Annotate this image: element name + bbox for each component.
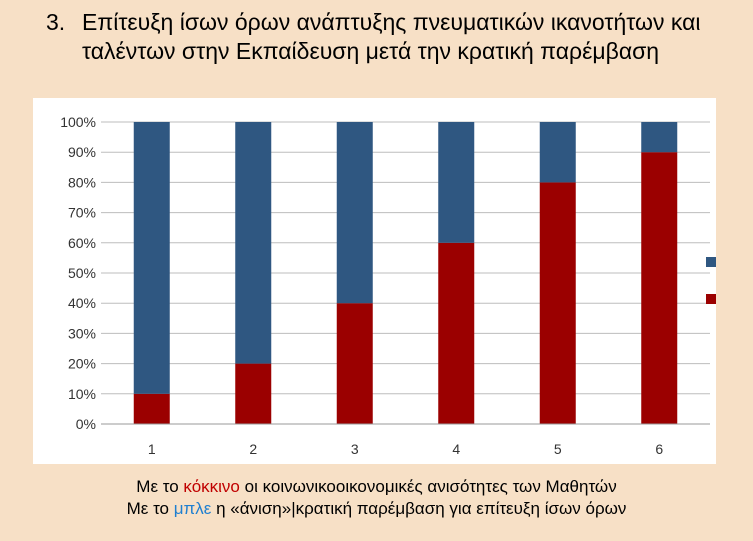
- y-tick-label: 80%: [68, 174, 96, 190]
- bar-segment-red: [438, 242, 475, 424]
- bar-segment-blue: [641, 122, 678, 153]
- bar-segment-blue: [133, 122, 170, 394]
- caption-line-1-suffix: οι κοινωνικοοικονομικές ανισότητες των Μ…: [239, 477, 617, 496]
- bar-segment-red: [336, 303, 373, 424]
- caption-keyword-blue: μπλε: [173, 499, 212, 518]
- bar-segment-red: [133, 393, 170, 424]
- title-number: 3.: [46, 9, 66, 35]
- bar-segment-blue: [539, 122, 576, 183]
- y-tick-label: 10%: [68, 386, 96, 402]
- caption-line-1: Με το κόκκινο οι κοινωνικοοικονομικές αν…: [0, 476, 753, 498]
- title-text: Επίτευξη ίσων όρων ανάπτυξης πνευματικών…: [82, 9, 701, 64]
- x-tick-label: 6: [655, 441, 663, 457]
- caption-line-2-suffix: η «άνιση»|κρατική παρέμβαση για επίτευξη…: [211, 499, 627, 518]
- bar-segment-blue: [235, 122, 272, 364]
- y-tick-label: 100%: [60, 114, 96, 130]
- bar-segment-blue: [438, 122, 475, 243]
- caption: Με το κόκκινο οι κοινωνικοοικονομικές αν…: [0, 476, 753, 520]
- y-tick-label: 0%: [76, 416, 96, 432]
- bar-segment-red: [235, 363, 272, 424]
- bar-segment-blue: [336, 122, 373, 304]
- bar-segment-red: [539, 182, 576, 424]
- y-tick-label: 30%: [68, 325, 96, 341]
- x-tick-label: 2: [249, 441, 257, 457]
- caption-line-2: Με το μπλε η «άνιση»|κρατική παρέμβαση γ…: [0, 498, 753, 520]
- x-tick-label: 4: [452, 441, 460, 457]
- x-tick-label: 1: [148, 441, 156, 457]
- y-tick-label: 40%: [68, 295, 96, 311]
- x-tick-label: 3: [351, 441, 359, 457]
- y-tick-label: 20%: [68, 356, 96, 372]
- y-tick-label: 50%: [68, 265, 96, 281]
- bar-segment-red: [641, 152, 678, 424]
- legend-swatch-red: [706, 294, 716, 304]
- y-tick-label: 60%: [68, 235, 96, 251]
- legend-swatch-blue: [706, 257, 716, 267]
- x-tick-label: 5: [554, 441, 562, 457]
- chart-area: 0% 10% 20% 30% 40% 50% 60% 70% 80% 90% 100% 1 2 3 4 5 6: [33, 98, 716, 464]
- caption-keyword-red: κόκκινο: [183, 477, 240, 496]
- caption-line-1-prefix: Με το: [136, 477, 184, 496]
- y-tick-label: 70%: [68, 205, 96, 221]
- stacked-bar-chart: 0% 10% 20% 30% 40% 50% 60% 70% 80% 90% 100% 1 2 3 4 5 6: [60, 114, 710, 457]
- caption-line-2-prefix: Με το: [126, 499, 174, 518]
- y-tick-label: 90%: [68, 144, 96, 160]
- slide-title: 3. Επίτευξη ίσων όρων ανάπτυξης πνευματι…: [46, 8, 736, 66]
